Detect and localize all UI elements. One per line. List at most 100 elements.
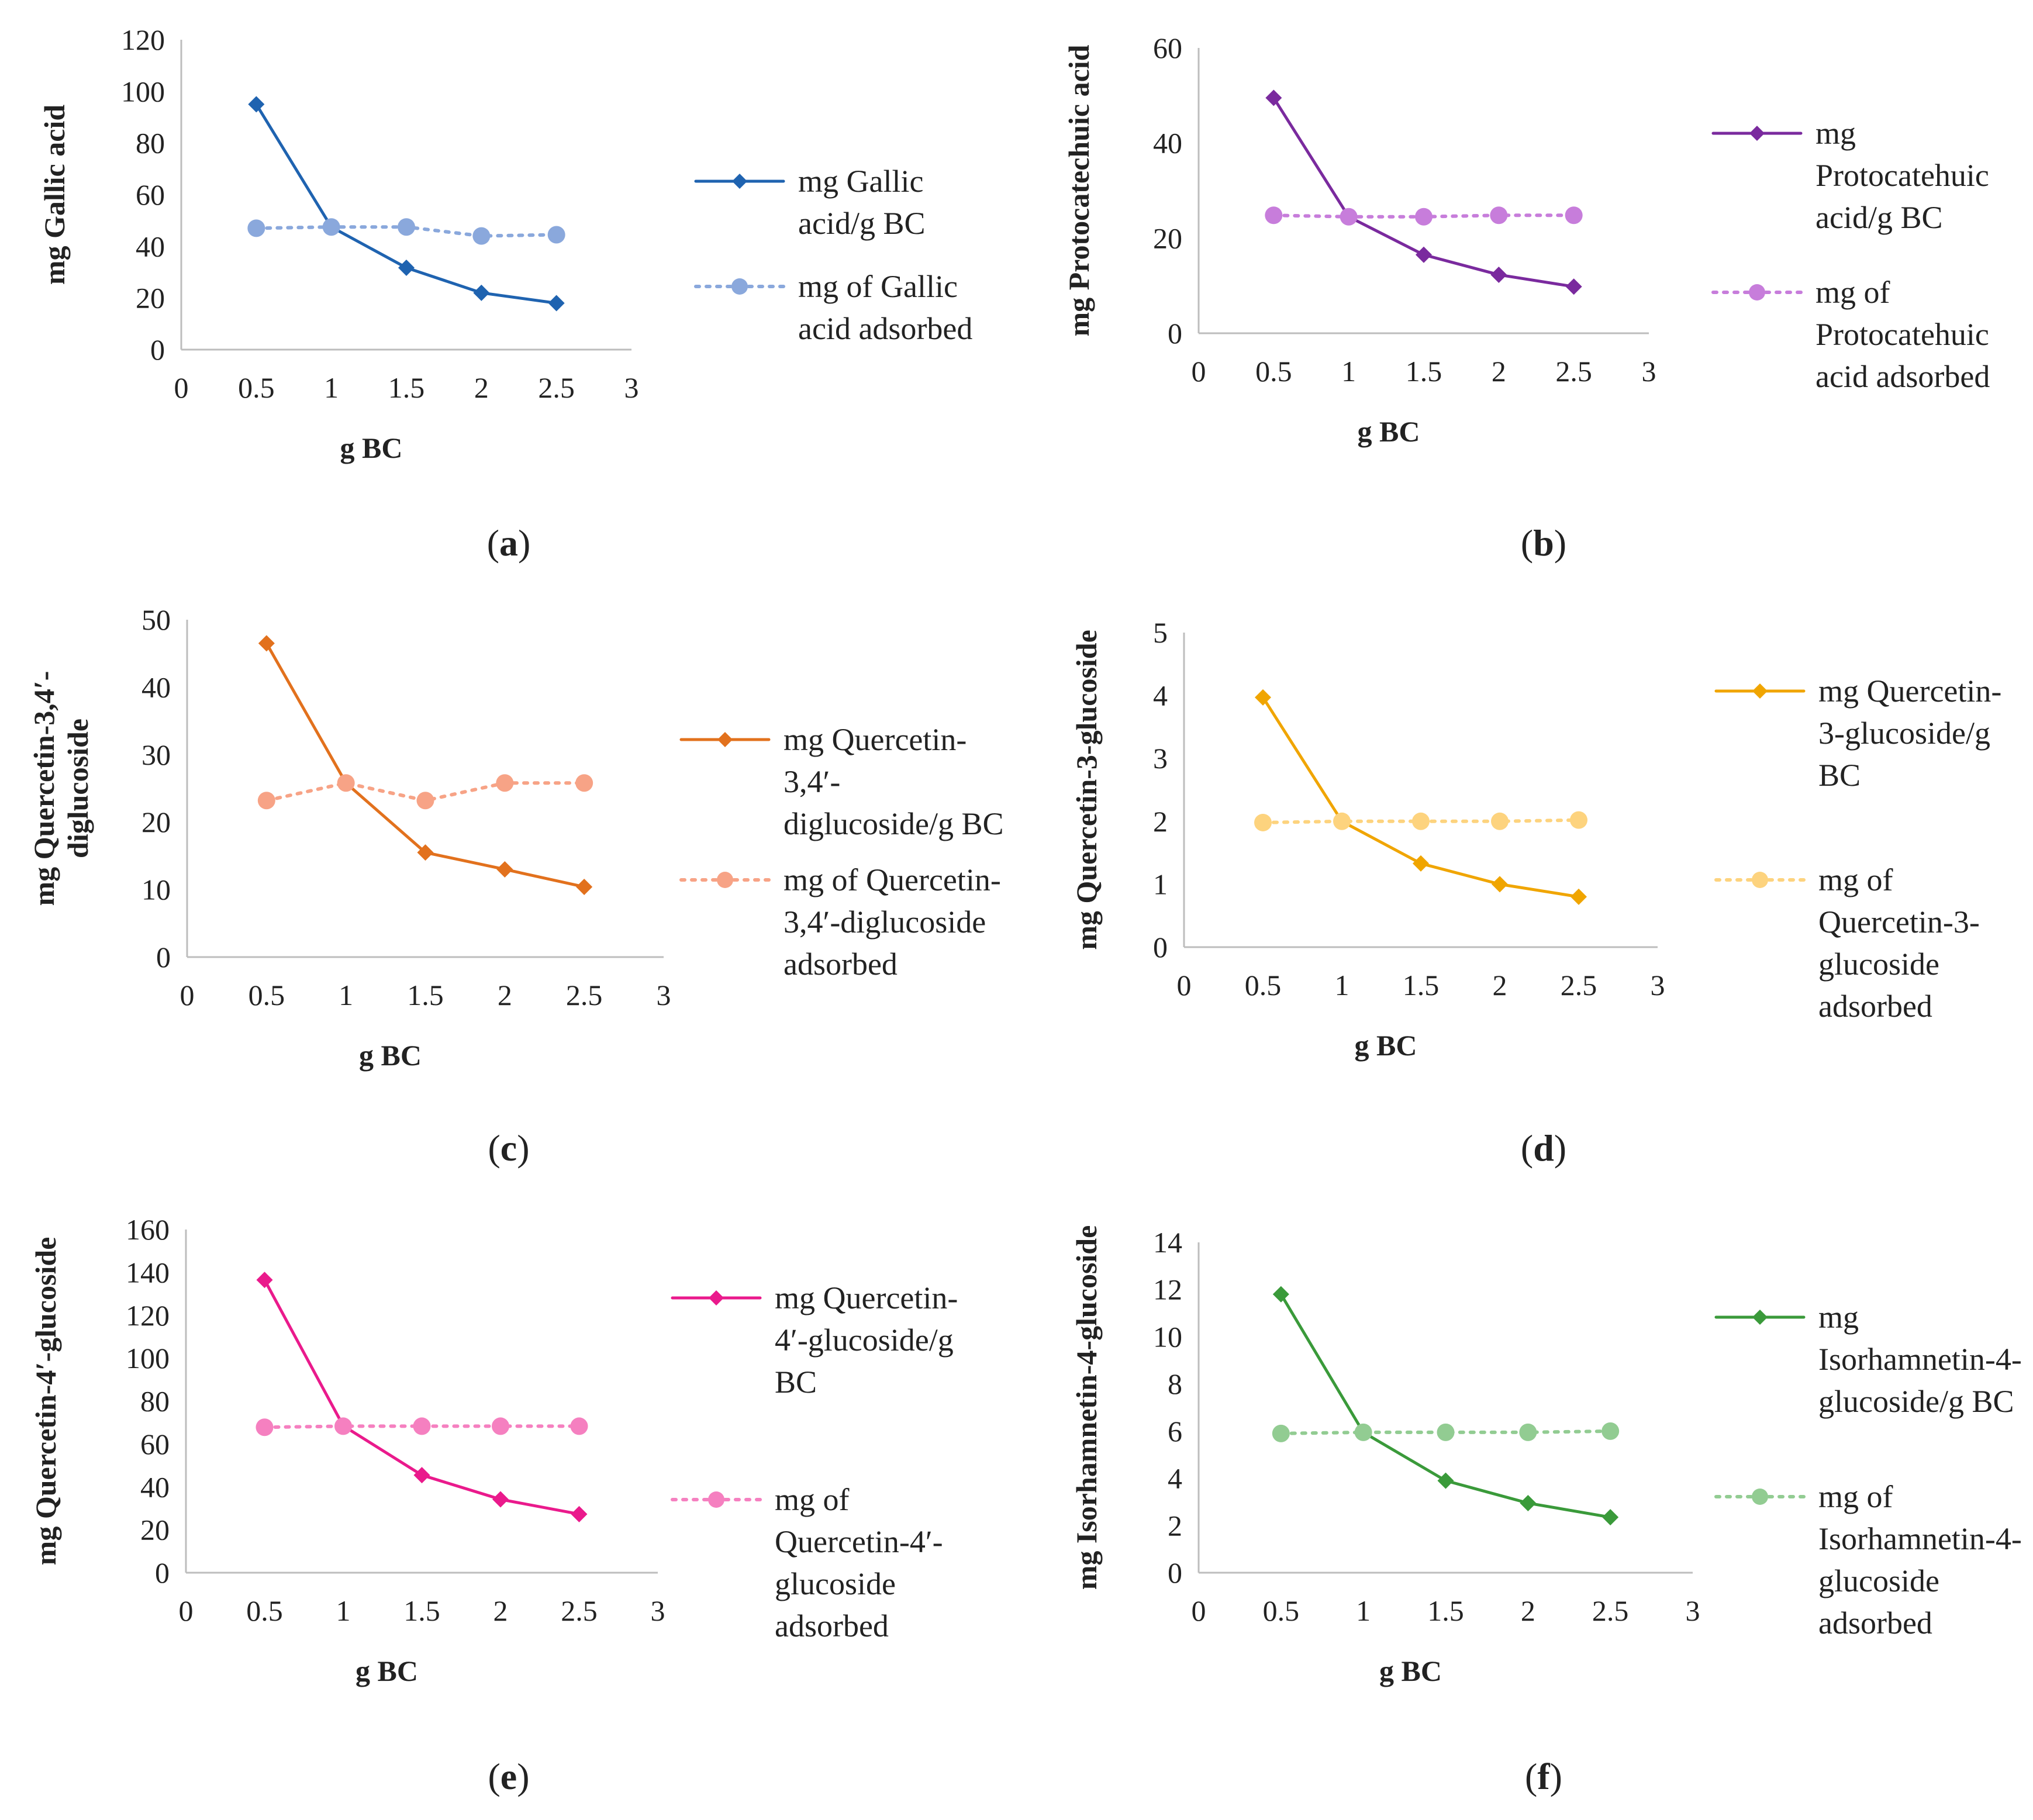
panel-label-open-paren: (	[1525, 1756, 1537, 1797]
x-tick-label: 1.5	[403, 1594, 440, 1627]
y-tick-label: 3	[1153, 742, 1168, 775]
legend-label-line: glucoside	[1818, 947, 1939, 982]
data-point-circle	[492, 1417, 509, 1435]
legend-label-line: mg of Quercetin-	[783, 862, 1001, 897]
legend-label: mg Quercetin- 3,4′- diglucoside/g BC	[783, 722, 1004, 841]
data-point-circle	[413, 1417, 431, 1435]
data-point-circle	[337, 774, 355, 792]
legend-label-line: glucoside	[1818, 1563, 1939, 1598]
legend-label-line: Protocatehuic	[1815, 158, 1989, 193]
data-point-diamond	[1492, 876, 1508, 893]
x-axis-title: g BC	[1355, 1029, 1417, 1062]
data-point-circle	[1491, 812, 1509, 830]
data-point-diamond	[398, 259, 415, 276]
y-axis-title: mg Protocatechuic acid	[1062, 44, 1095, 336]
legend-label-line: adsorbed	[1818, 1605, 1932, 1641]
data-point-circle	[1340, 208, 1358, 226]
x-axis-title: g BC	[1379, 1655, 1442, 1687]
legend-label: mg of Protocatehuic acid adsorbed	[1815, 275, 1990, 394]
legend-marker-circle	[1749, 284, 1765, 301]
data-point-diamond	[417, 844, 434, 861]
data-point-circle	[334, 1417, 352, 1435]
legend-marker-circle	[1752, 1489, 1768, 1505]
legend-label-line: diglucoside/g BC	[783, 806, 1004, 841]
panel-label-close-paren: )	[1550, 1756, 1562, 1797]
legend-label-line: mg of	[1818, 1479, 1893, 1514]
legend-label-line: mg Quercetin-	[1818, 674, 2001, 709]
data-point-circle	[416, 792, 434, 810]
data-point-circle	[257, 792, 275, 810]
legend-marker-diamond	[709, 1290, 724, 1306]
panel-label-close-paren: )	[517, 1756, 529, 1797]
data-point-circle	[1570, 811, 1587, 829]
legend-marker-circle	[731, 278, 748, 295]
data-point-circle	[322, 218, 340, 236]
x-tick-label: 2.5	[1592, 1594, 1629, 1627]
panel-label-open-paren: (	[488, 1756, 500, 1797]
legend-label-line: mg of Gallic	[798, 269, 958, 304]
data-point-diamond	[413, 1467, 430, 1484]
legend-label: mg of Isorhamnetin-4- glucoside adsorbed	[1818, 1479, 2022, 1641]
x-tick-label: 1.5	[407, 979, 444, 1011]
data-point-circle	[547, 226, 565, 244]
data-point-diamond	[1416, 246, 1432, 263]
data-point-circle	[256, 1418, 274, 1436]
x-tick-label: 1.5	[1406, 355, 1442, 388]
legend-label-line: acid adsorbed	[798, 311, 972, 346]
data-point-circle	[398, 218, 415, 236]
panel-label-letter: f	[1537, 1756, 1550, 1797]
x-tick-label: 3	[624, 371, 639, 404]
data-point-diamond	[1413, 855, 1429, 872]
data-point-diamond	[1602, 1509, 1619, 1526]
legend-marker-diamond	[1752, 683, 1768, 699]
legend-label: mg Quercetin- 4′-glucoside/g BC	[775, 1280, 958, 1400]
x-tick-label: 0.5	[1263, 1594, 1300, 1627]
x-tick-label: 2.5	[538, 371, 575, 404]
legend-marker-diamond	[732, 174, 747, 189]
legend-label: mg Quercetin- 3-glucoside/g BC	[1818, 674, 2001, 793]
legend-label-line: Protocatehuic	[1815, 317, 1989, 352]
y-tick-label: 40	[1153, 127, 1182, 160]
y-axis-title: mg Quercetin-3-glucoside	[1070, 630, 1103, 950]
x-tick-label: 2	[1492, 355, 1506, 388]
data-point-circle	[1254, 813, 1272, 831]
legend-label-line: Quercetin-4′-	[775, 1524, 943, 1559]
x-tick-label: 0.5	[1245, 969, 1282, 1001]
y-axis-title: mg Gallic acid	[38, 105, 71, 285]
legend-marker-circle	[1752, 872, 1768, 888]
data-point-circle	[1601, 1422, 1620, 1440]
y-axis-title: mg Quercetin-3,4′-diglucoside	[27, 671, 94, 906]
data-point-diamond	[1437, 1472, 1454, 1489]
legend-label-line: acid adsorbed	[1815, 359, 1990, 394]
x-tick-label: 3	[651, 1594, 665, 1627]
panel-label: (c)	[488, 1127, 529, 1169]
panel-label-open-paren: (	[488, 1127, 500, 1169]
data-point-diamond	[473, 284, 490, 301]
legend-marker-diamond	[1749, 126, 1765, 141]
x-tick-label: 1	[324, 371, 339, 404]
x-tick-label: 1.5	[388, 371, 425, 404]
y-tick-label: 0	[1153, 931, 1168, 963]
panel-label-open-paren: (	[1521, 1127, 1533, 1169]
x-tick-label: 1	[1335, 969, 1349, 1001]
data-point-circle	[570, 1417, 588, 1435]
y-axis-title: mg Isorhamnetin-4-glucoside	[1070, 1225, 1103, 1590]
x-tick-label: 2.5	[1561, 969, 1597, 1001]
x-tick-label: 3	[1651, 969, 1665, 1001]
chart-panel-c: 0 10 20 30 40 50 0 0.5 1 1.5 2 2.5 3 g BC mg Quercetin…	[27, 603, 1004, 1169]
x-tick-label: 2.5	[1555, 355, 1592, 388]
y-axis-title-line: mg Quercetin-3,4′-	[27, 671, 60, 906]
x-tick-label: 0	[1177, 969, 1192, 1001]
legend-label-line: mg of	[775, 1482, 850, 1517]
y-tick-label: 4	[1153, 679, 1168, 712]
data-point-circle	[1333, 812, 1351, 830]
legend-label-line: mg Gallic	[798, 164, 923, 199]
y-tick-label: 20	[136, 282, 165, 315]
legend-label-line: Quercetin-3-	[1818, 904, 1980, 940]
y-tick-label: 80	[136, 127, 165, 160]
y-tick-label: 14	[1153, 1226, 1182, 1259]
data-point-diamond	[492, 1491, 509, 1508]
y-tick-label: 30	[141, 738, 171, 771]
series-line-2	[1279, 1429, 1613, 1435]
